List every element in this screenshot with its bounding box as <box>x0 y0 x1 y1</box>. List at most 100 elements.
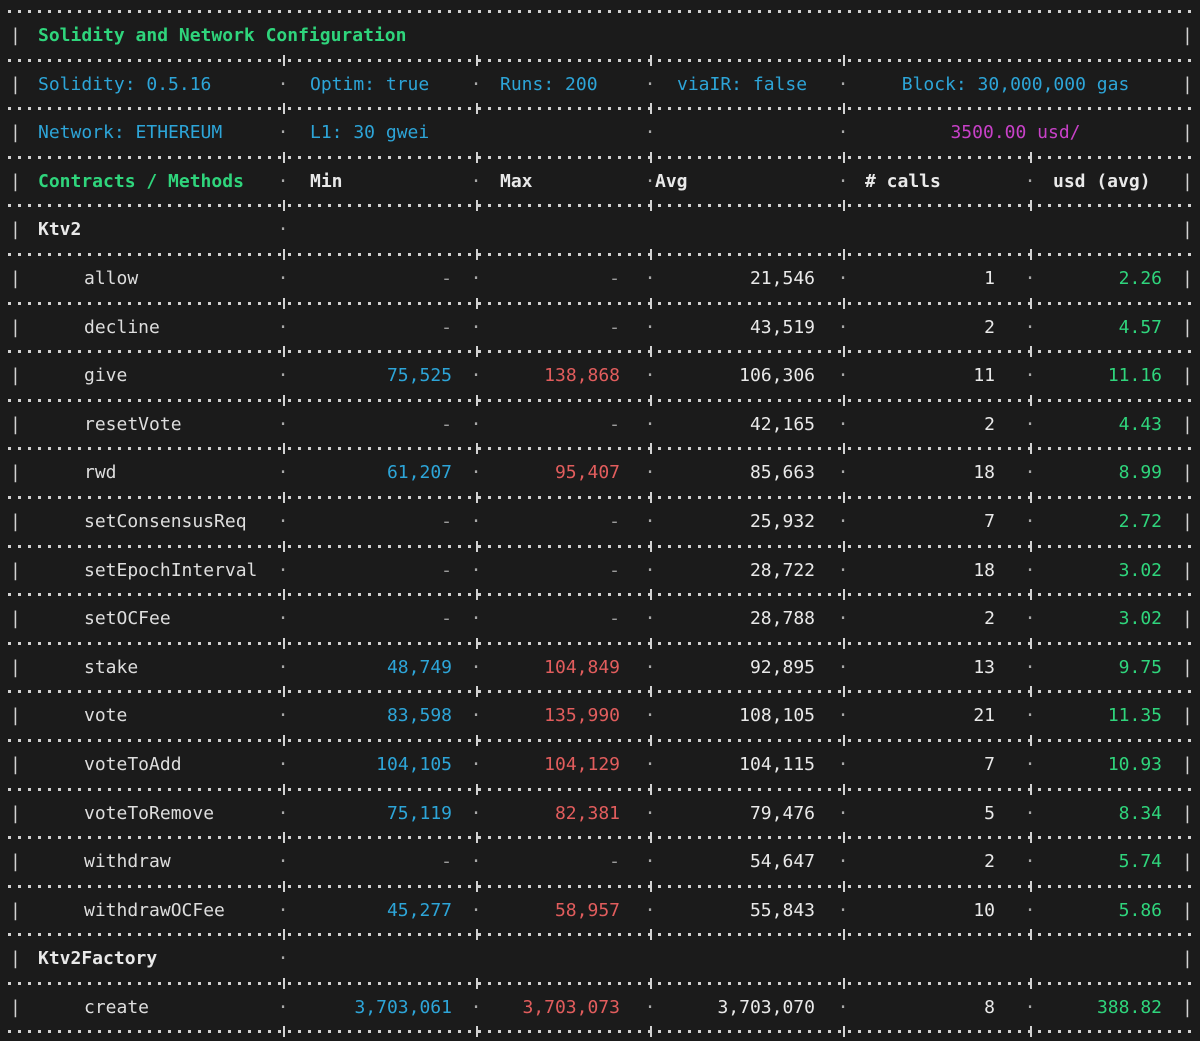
separator-pipe <box>843 491 845 503</box>
row-separator <box>8 589 1192 601</box>
right-border-pipe: | <box>1182 559 1193 581</box>
avg-value: 104,115 <box>739 753 815 775</box>
right-border-pipe: | <box>1182 996 1193 1018</box>
min-value: - <box>441 510 452 532</box>
separator-pipe <box>843 637 845 649</box>
config-row-network: | Network: ETHEREUM · L1: 30 gwei · · 35… <box>0 110 1200 156</box>
separator-pipe <box>1030 686 1032 698</box>
separator-pipe <box>1030 200 1032 212</box>
left-border-pipe: | <box>10 365 21 387</box>
separator-pipe <box>843 1026 845 1038</box>
separator-pipe <box>283 977 285 989</box>
column-dot: · <box>644 122 656 144</box>
calls-value: 21 <box>973 705 995 727</box>
row-separator <box>8 443 1192 455</box>
column-dot: · <box>837 608 849 630</box>
usd-value: 388.82 <box>1096 996 1162 1018</box>
column-dot: · <box>277 656 289 678</box>
eth-usd-price: 3500.00 usd/ <box>950 122 1081 144</box>
column-dot: · <box>644 899 656 921</box>
right-border-pipe: | <box>1182 25 1193 46</box>
header-usd-avg: usd (avg) <box>1053 170 1151 192</box>
calls-value: 18 <box>973 462 995 484</box>
right-border-pipe: | <box>1182 462 1193 484</box>
column-dot: · <box>1024 510 1036 532</box>
right-border-pipe: | <box>1182 316 1193 338</box>
column-dot: · <box>277 851 289 873</box>
row-separator <box>8 491 1192 503</box>
column-dot: · <box>470 996 482 1018</box>
separator-pipe <box>283 929 285 941</box>
column-dot: · <box>1024 802 1036 824</box>
column-dot: · <box>1024 462 1036 484</box>
column-dot: · <box>644 608 656 630</box>
column-dot: · <box>470 365 482 387</box>
usd-value: 2.72 <box>1118 510 1162 532</box>
left-border-pipe: | <box>10 608 21 630</box>
column-dot: · <box>644 510 656 532</box>
row-separator <box>8 734 1192 746</box>
separator-pipe <box>476 540 478 552</box>
column-dot: · <box>1024 705 1036 727</box>
separator-pipe <box>283 394 285 406</box>
right-border-pipe: | <box>1182 899 1193 921</box>
usd-value: 2.26 <box>1118 267 1162 289</box>
separator-pipe <box>476 200 478 212</box>
column-dot: · <box>837 122 849 144</box>
min-value: 75,525 <box>386 365 452 387</box>
contract-row: | Ktv2Factory · | <box>0 936 1200 982</box>
calls-value: 1 <box>984 267 995 289</box>
max-value: 58,957 <box>554 899 620 921</box>
separator-pipe <box>843 929 845 941</box>
separator-pipe <box>283 297 285 309</box>
block-gas-limit: Block: 30,000,000 gas <box>901 73 1130 95</box>
right-border-pipe: | <box>1182 219 1193 241</box>
separator-pipe <box>843 200 845 212</box>
separator-pipe <box>283 200 285 212</box>
usd-value: 5.74 <box>1118 851 1162 873</box>
separator-pipe <box>1030 394 1032 406</box>
separator-pipe <box>1030 589 1032 601</box>
header-avg: Avg <box>655 170 688 192</box>
column-dot: · <box>1024 413 1036 435</box>
method-row: | setOCFee · - · - · 28,788 · 2 · 3.02 | <box>0 596 1200 642</box>
method-row: | decline · - · - · 43,519 · 2 · 4.57 | <box>0 305 1200 351</box>
right-border-pipe: | <box>1182 170 1193 192</box>
separator-pipe <box>283 637 285 649</box>
method-row: | setConsensusReq · - · - · 25,932 · 7 · 2.72 | <box>0 499 1200 545</box>
calls-value: 2 <box>984 316 995 338</box>
method-name: give <box>84 365 128 387</box>
method-row: | create · 3,703,061 · 3,703,073 · 3,703,070 · 8 ·… <box>0 985 1200 1031</box>
max-value: - <box>609 851 620 873</box>
method-row: | setEpochInterval · - · - · 28,722 · 18 · 3.02 | <box>0 548 1200 594</box>
method-name: setConsensusReq <box>84 510 247 532</box>
column-dot: · <box>277 413 289 435</box>
left-border-pipe: | <box>10 899 21 921</box>
max-value: - <box>609 608 620 630</box>
calls-value: 10 <box>973 899 995 921</box>
left-border-pipe: | <box>10 462 21 484</box>
usd-value: 4.43 <box>1118 413 1162 435</box>
row-separator <box>8 200 1192 212</box>
min-value: 48,749 <box>386 656 452 678</box>
method-name: stake <box>84 656 139 678</box>
separator-pipe <box>843 589 845 601</box>
column-dot: · <box>837 170 849 192</box>
column-dot: · <box>1024 365 1036 387</box>
method-name: vote <box>84 705 128 727</box>
contract-row: | Ktv2 · | <box>0 207 1200 253</box>
column-dot: · <box>277 802 289 824</box>
right-border-pipe: | <box>1182 73 1193 95</box>
row-separator <box>8 10 1192 13</box>
column-dot: · <box>470 170 482 192</box>
max-value: 104,129 <box>544 753 620 775</box>
separator-pipe <box>650 248 652 260</box>
separator-pipe <box>476 491 478 503</box>
separator-pipe <box>1030 637 1032 649</box>
separator-pipe <box>1030 297 1032 309</box>
avg-value: 21,546 <box>749 267 815 289</box>
column-dot: · <box>644 851 656 873</box>
separator-pipe <box>650 734 652 746</box>
column-dot: · <box>470 802 482 824</box>
column-dot: · <box>277 608 289 630</box>
